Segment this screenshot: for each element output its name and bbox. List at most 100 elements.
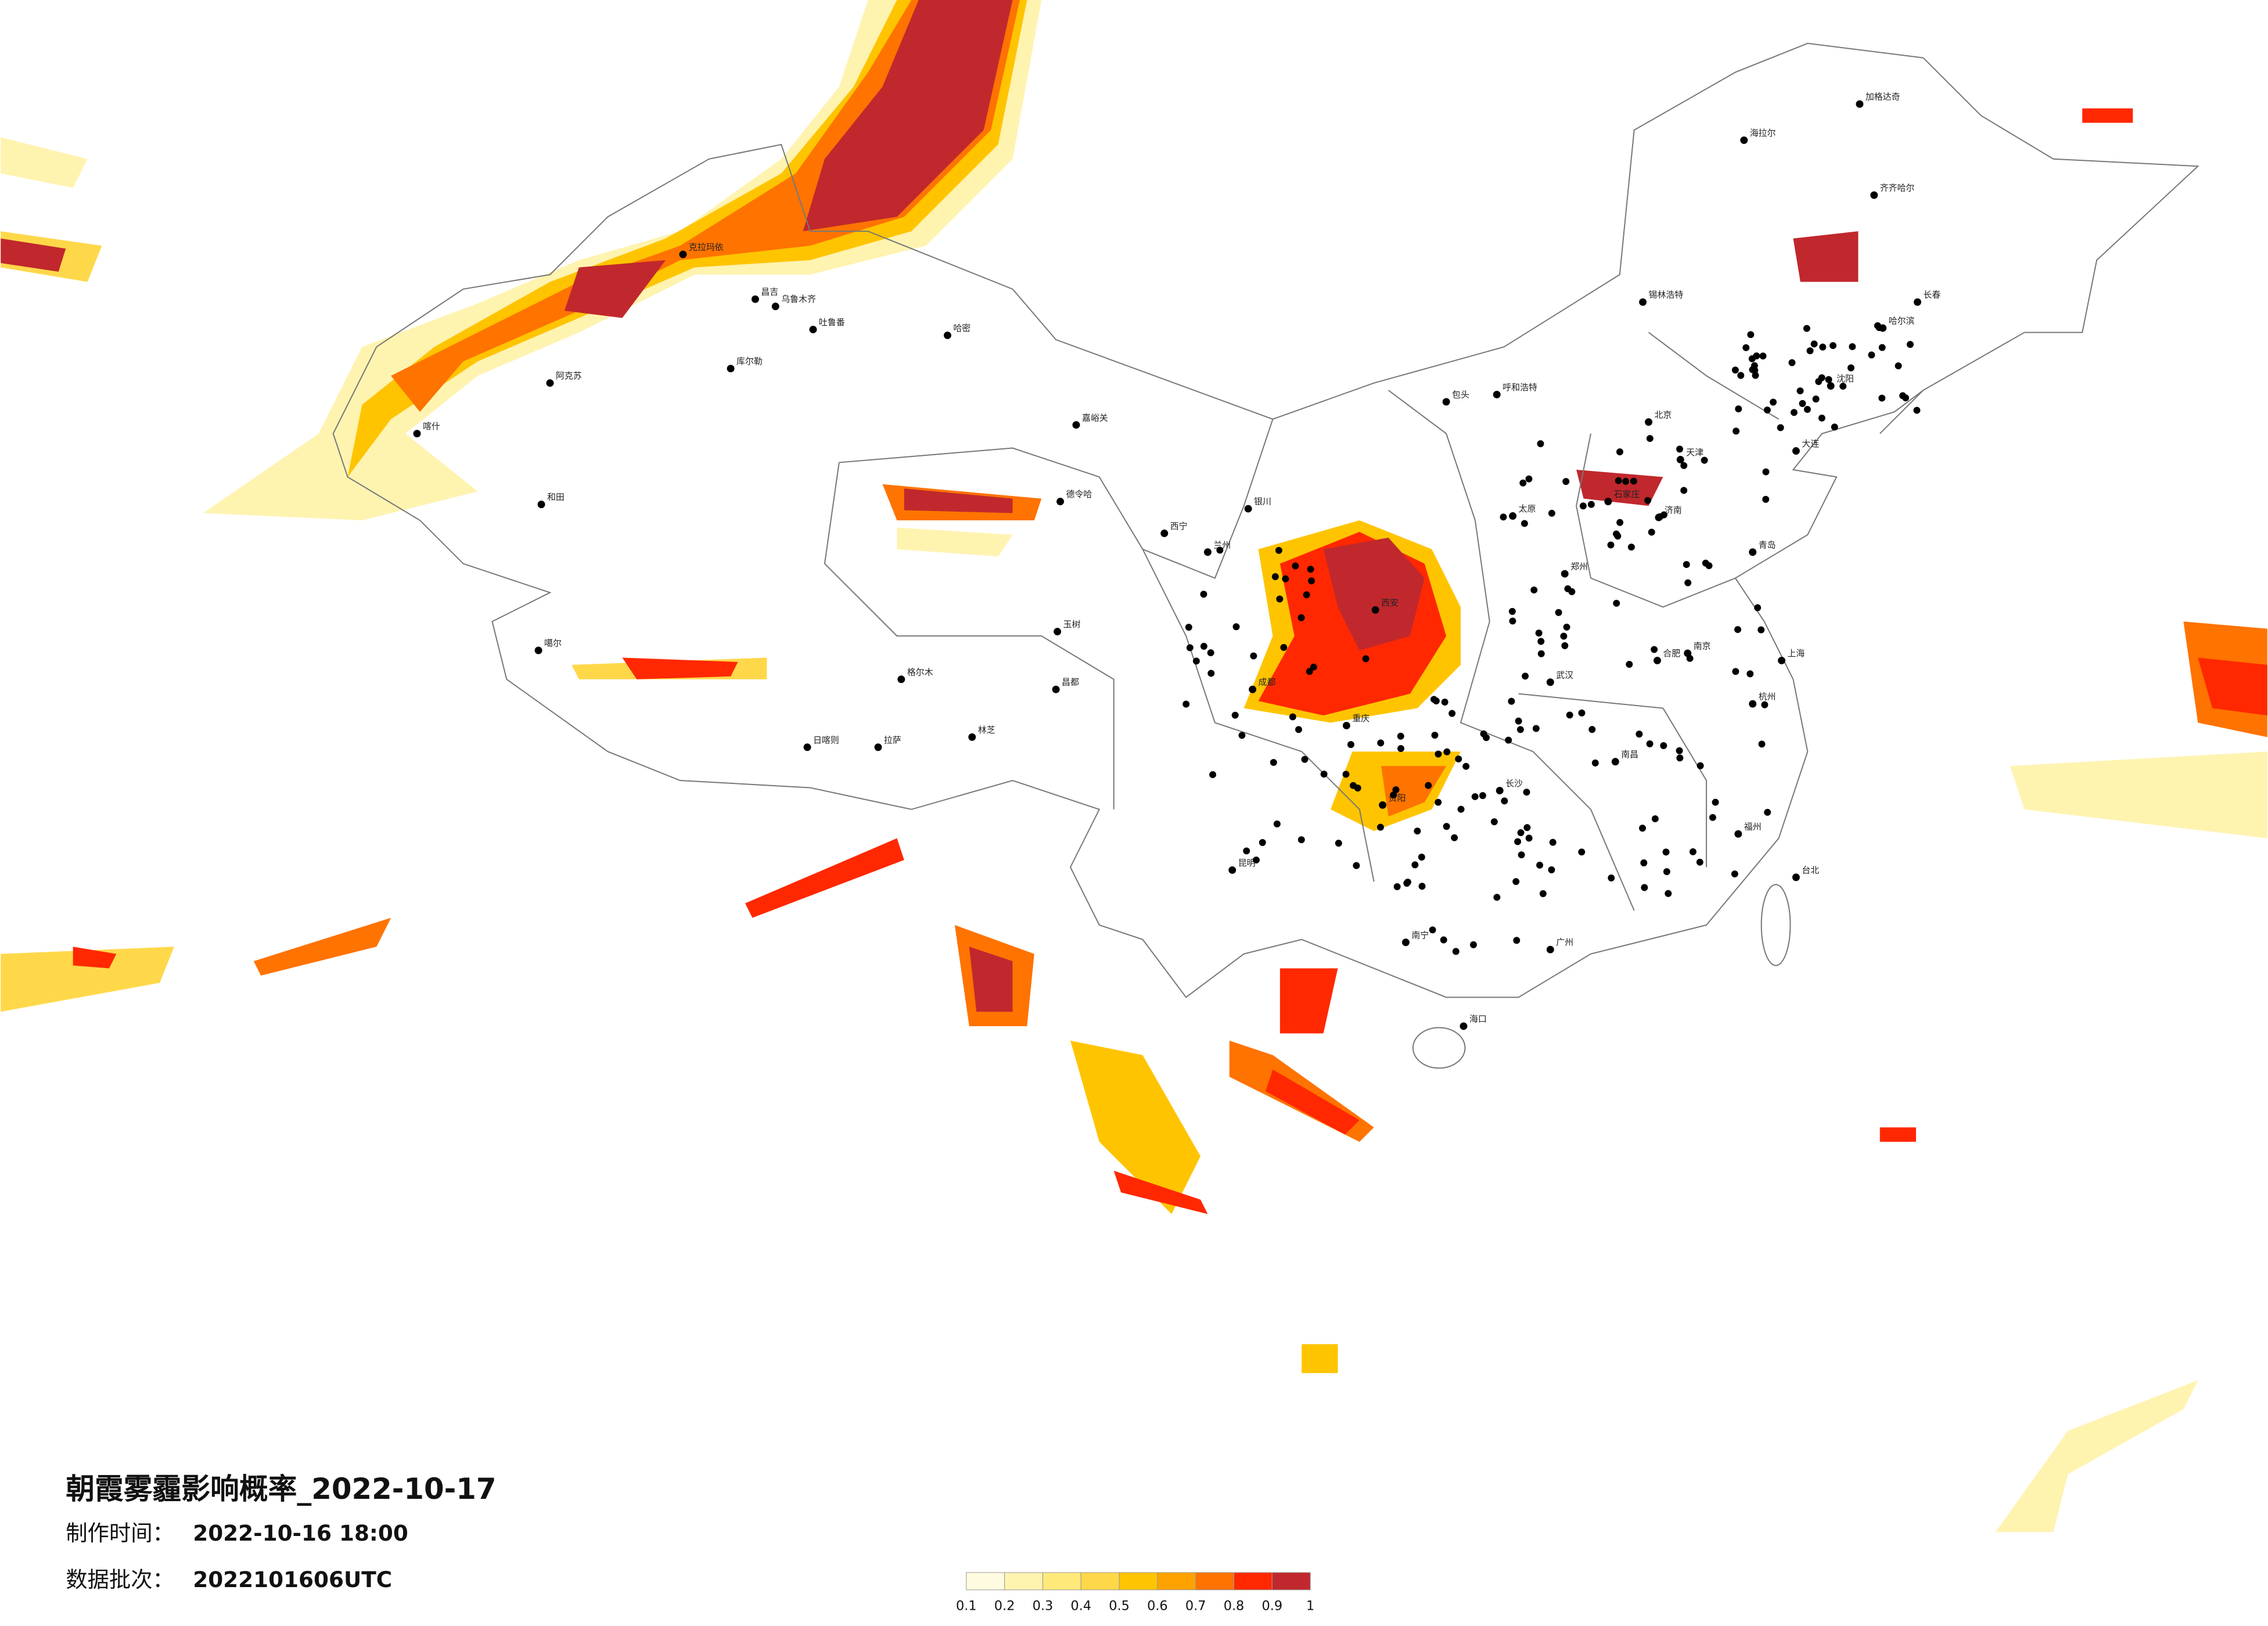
- station-dot: [1509, 617, 1516, 625]
- city-dot: [1052, 685, 1060, 693]
- station-dot: [1639, 825, 1646, 832]
- city-dot: [1740, 136, 1748, 144]
- city-label: 西宁: [1170, 521, 1188, 531]
- made-label: 制作时间：: [66, 1520, 174, 1546]
- city-dot: [1870, 191, 1878, 199]
- station-dot: [1353, 862, 1360, 869]
- city-label: 克拉玛依: [689, 242, 724, 253]
- station-dot: [1665, 890, 1672, 897]
- station-dot: [1508, 607, 1516, 615]
- city-dot: [537, 501, 545, 509]
- city-label: 青岛: [1759, 539, 1776, 550]
- city-dot: [874, 743, 882, 751]
- station-dot: [1297, 836, 1305, 844]
- station-dot: [1676, 747, 1683, 754]
- city-label: 格尔木: [907, 667, 933, 677]
- city-label: 海拉尔: [1750, 128, 1776, 138]
- station-dot: [1335, 840, 1342, 847]
- station-dot: [1448, 710, 1456, 717]
- city-dot: [1654, 656, 1661, 664]
- station-dot: [1216, 546, 1224, 554]
- station-dot: [1913, 406, 1921, 414]
- city-label: 天津: [1686, 447, 1703, 458]
- station-dot: [1207, 649, 1214, 657]
- station-dot: [1747, 331, 1755, 339]
- legend-swatch: [966, 1572, 1005, 1591]
- station-dot: [1563, 623, 1570, 631]
- station-dot: [1483, 734, 1490, 742]
- city-dot: [803, 743, 811, 751]
- station-dot: [1566, 711, 1573, 719]
- city-dot: [1371, 606, 1379, 614]
- city-dot: [727, 365, 735, 373]
- city-label: 上海: [1787, 648, 1805, 659]
- station-dot: [1651, 815, 1659, 822]
- station-dot: [1207, 670, 1215, 677]
- station-dot: [1608, 874, 1615, 882]
- station-dot: [1451, 834, 1458, 841]
- city-dot: [751, 295, 759, 303]
- city-dot: [1561, 570, 1569, 578]
- station-dot: [1537, 638, 1545, 645]
- station-dot: [1508, 697, 1515, 705]
- city-label: 阿克苏: [556, 370, 582, 381]
- station-dot: [1362, 655, 1370, 663]
- station-dot: [1830, 342, 1836, 350]
- station-dot: [1587, 501, 1595, 508]
- station-dot: [1626, 660, 1633, 668]
- city-label: 锡林浩特: [1649, 290, 1684, 300]
- station-dot: [1200, 591, 1207, 598]
- station-dot: [1906, 341, 1914, 348]
- station-dot: [1549, 839, 1557, 846]
- city-dot: [1734, 830, 1742, 838]
- legend-tick-label: 0.4: [1070, 1599, 1091, 1614]
- city-dot: [413, 430, 421, 438]
- station-dot: [1683, 561, 1690, 569]
- station-dot: [1762, 495, 1770, 503]
- city-label: 嘉峪关: [1082, 412, 1108, 423]
- station-dot: [1696, 858, 1703, 866]
- station-dot: [1515, 717, 1522, 725]
- station-dot: [1689, 848, 1696, 855]
- station-dot: [1613, 599, 1620, 607]
- station-dot: [1530, 586, 1538, 593]
- station-dot: [1513, 937, 1521, 944]
- station-dot: [1878, 344, 1886, 351]
- station-dot: [1734, 626, 1742, 634]
- station-dot: [1615, 477, 1622, 484]
- station-dot: [1868, 351, 1875, 359]
- station-dot: [1301, 756, 1309, 763]
- city-label: 北京: [1655, 409, 1672, 420]
- station-dot: [1376, 823, 1384, 831]
- city-label: 呼和浩特: [1503, 382, 1537, 393]
- station-dot: [1186, 644, 1194, 652]
- legend-tick-label: 0.1: [956, 1599, 977, 1614]
- city-dot: [546, 379, 554, 387]
- station-dot: [1231, 711, 1239, 719]
- station-dot: [1418, 883, 1426, 890]
- station-dot: [1292, 562, 1299, 570]
- city-dot: [1604, 498, 1612, 506]
- station-dot: [1825, 376, 1832, 383]
- station-dot: [1753, 352, 1760, 359]
- city-dot: [1546, 678, 1554, 686]
- city-label: 噶尔: [544, 638, 562, 649]
- station-dot: [1737, 372, 1745, 379]
- station-dot: [1548, 509, 1555, 517]
- station-dot: [1435, 750, 1442, 758]
- station-dot: [1640, 859, 1648, 866]
- city-dot: [1072, 421, 1080, 429]
- station-dot: [1411, 861, 1419, 869]
- station-dot: [1812, 395, 1820, 403]
- station-dot: [1676, 754, 1684, 762]
- city-dot: [679, 250, 687, 258]
- city-dot: [1244, 505, 1252, 513]
- station-dot: [1630, 477, 1637, 485]
- station-dot: [1505, 736, 1512, 744]
- boundaries: [332, 42, 2199, 1069]
- city-label: 加格达奇: [1866, 92, 1900, 102]
- city-label: 福州: [1744, 822, 1762, 832]
- city-label: 昌都: [1062, 677, 1079, 688]
- station-dot: [1578, 848, 1586, 856]
